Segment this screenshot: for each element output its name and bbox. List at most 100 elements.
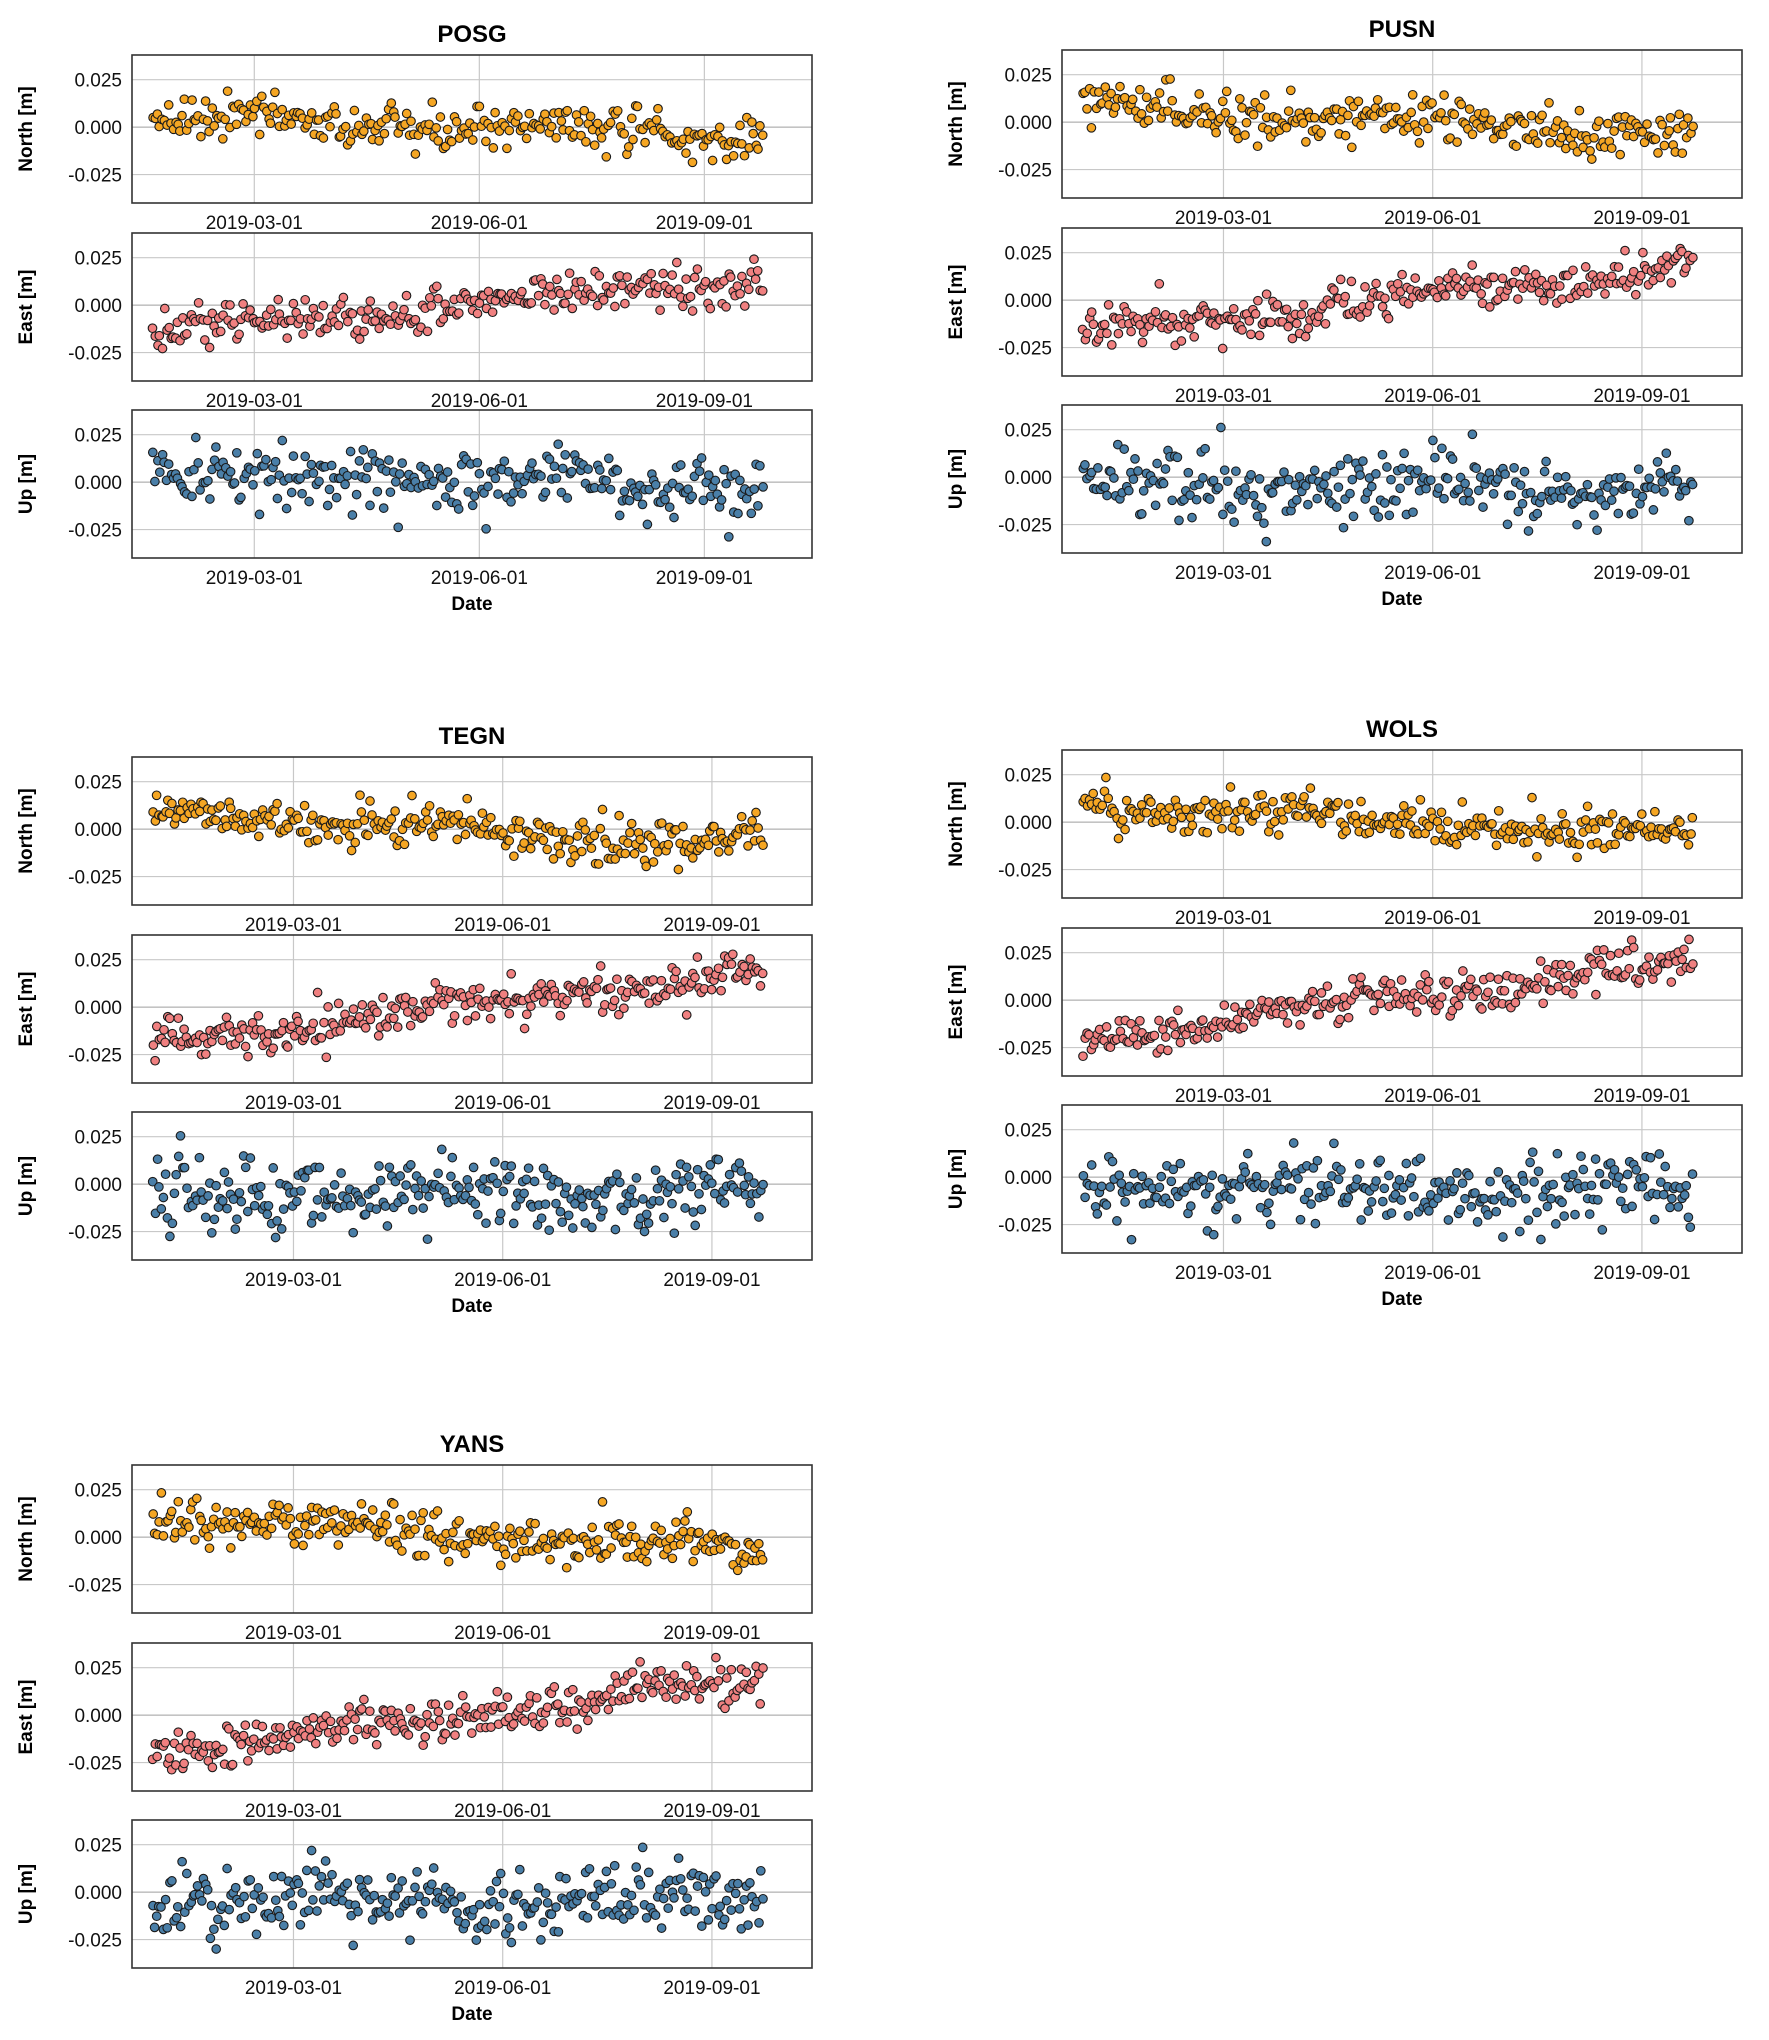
- data-point: [755, 121, 765, 131]
- data-point: [683, 1171, 694, 1182]
- data-point: [707, 1903, 717, 1914]
- data-point: [506, 1937, 517, 1948]
- data-point: [1523, 837, 1533, 847]
- data-point: [288, 451, 299, 461]
- data-point: [357, 1000, 368, 1010]
- data-point: [310, 1515, 321, 1525]
- data-point: [642, 519, 653, 530]
- data-point: [329, 1505, 340, 1515]
- data-point: [247, 1903, 258, 1914]
- data-point: [733, 508, 743, 519]
- data-point: [1537, 110, 1547, 121]
- data-point: [1287, 333, 1298, 344]
- panel-frame: [131, 1464, 813, 1614]
- data-point: [1603, 817, 1614, 828]
- data-point: [356, 1197, 367, 1207]
- data-point: [498, 1888, 509, 1899]
- data-point: [544, 1225, 555, 1236]
- x-tick-label: 2019-06-01: [454, 1623, 551, 1644]
- data-point: [1086, 307, 1097, 317]
- data-point: [562, 105, 573, 116]
- data-point: [172, 1901, 183, 1912]
- data-point: [268, 1043, 279, 1054]
- data-point: [356, 807, 367, 817]
- data-point: [1132, 1040, 1143, 1050]
- data-point: [703, 1915, 714, 1925]
- data-point: [1126, 1234, 1137, 1245]
- data-point: [552, 274, 562, 285]
- data-point: [592, 118, 603, 129]
- data-point: [1556, 959, 1567, 970]
- y-tick-label: 0.025: [74, 773, 122, 794]
- data-point: [1234, 826, 1245, 837]
- data-point: [439, 1544, 449, 1555]
- data-point: [207, 308, 218, 319]
- data-point: [488, 143, 499, 153]
- data-point: [1288, 1138, 1299, 1148]
- data-point: [262, 1530, 272, 1540]
- data-point: [283, 823, 294, 833]
- data-point: [1616, 472, 1626, 483]
- data-point: [354, 1012, 365, 1022]
- data-point: [332, 1733, 342, 1744]
- data-point: [589, 140, 600, 151]
- data-point: [631, 1862, 642, 1872]
- data-point: [179, 1758, 189, 1769]
- data-point: [266, 474, 277, 485]
- data-point: [1395, 483, 1405, 494]
- data-point: [1167, 95, 1178, 106]
- data-point: [1396, 1195, 1407, 1205]
- data-point: [1217, 96, 1228, 107]
- data-point: [323, 830, 334, 840]
- data-point: [203, 1191, 213, 1201]
- data-point: [538, 1718, 549, 1728]
- data-point: [1509, 462, 1519, 473]
- data-point: [732, 1878, 743, 1889]
- data-point: [422, 1234, 433, 1245]
- data-point: [1212, 1032, 1223, 1042]
- data-point: [386, 814, 397, 824]
- data-point: [694, 1527, 704, 1538]
- y-tick-label: 0.025: [1004, 421, 1052, 442]
- data-point: [506, 496, 516, 507]
- data-point: [1540, 976, 1550, 987]
- data-point: [272, 798, 282, 809]
- data-point: [665, 1533, 675, 1544]
- data-point: [1291, 495, 1302, 505]
- data-point: [312, 987, 323, 998]
- data-point: [1291, 318, 1302, 329]
- data-point: [293, 1529, 304, 1539]
- data-point: [319, 1017, 329, 1028]
- data-point: [460, 1918, 471, 1929]
- data-point: [316, 1212, 327, 1222]
- y-tick-label: -0.025: [68, 868, 122, 889]
- data-point: [151, 1911, 162, 1922]
- data-point: [587, 291, 598, 302]
- data-point: [1395, 829, 1405, 839]
- data-point: [597, 804, 608, 815]
- data-point: [758, 482, 768, 492]
- data-point: [1506, 1197, 1517, 1208]
- data-point: [418, 1203, 429, 1213]
- data-point: [1162, 106, 1173, 116]
- data-point: [1286, 1184, 1297, 1194]
- data-point: [736, 1166, 747, 1177]
- data-point: [1556, 132, 1567, 143]
- data-point: [339, 1725, 350, 1736]
- data-point: [1384, 510, 1395, 521]
- y-axis-label: Up [m]: [16, 1156, 37, 1216]
- data-point: [1342, 454, 1353, 464]
- data-point: [1369, 1005, 1379, 1016]
- data-point: [362, 462, 373, 473]
- data-point: [688, 1556, 699, 1567]
- data-point: [1112, 439, 1123, 450]
- data-point: [1185, 490, 1195, 500]
- data-point: [1534, 287, 1545, 298]
- data-point: [597, 1497, 608, 1507]
- data-point: [282, 1042, 293, 1052]
- data-point: [236, 492, 246, 503]
- data-point: [243, 1051, 253, 1062]
- data-point: [669, 1228, 680, 1239]
- data-point: [1234, 1181, 1245, 1192]
